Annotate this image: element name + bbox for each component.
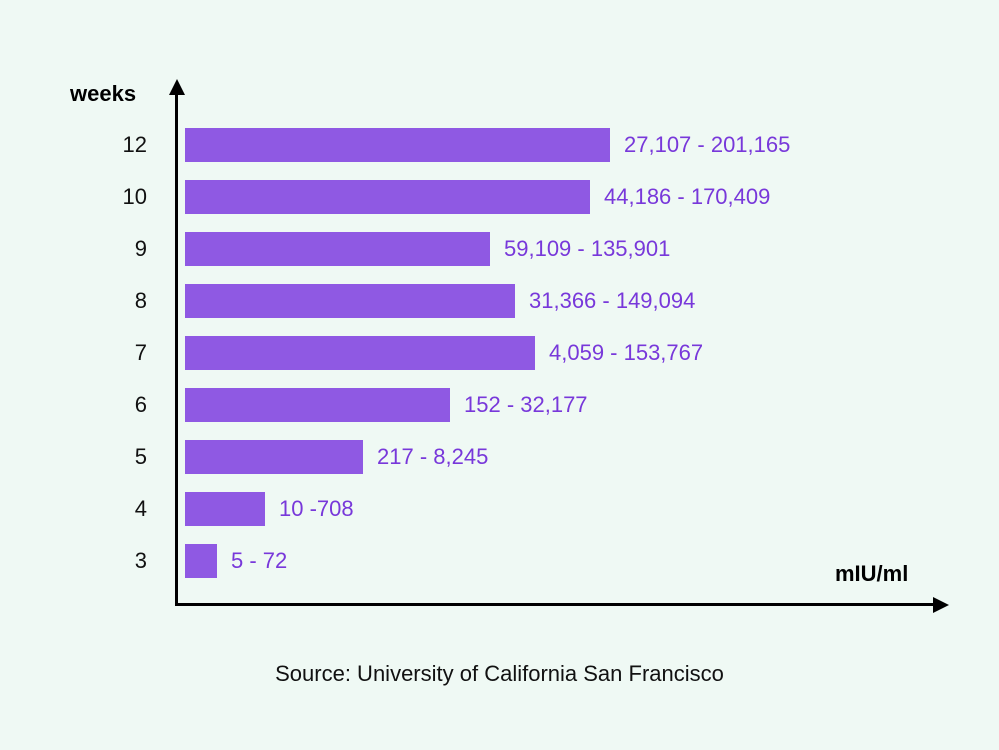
chart-canvas: weeks mIU/ml 12 27,107 - 201,165 10 44,186 … bbox=[0, 0, 999, 750]
x-axis-title: mIU/ml bbox=[835, 561, 908, 587]
y-axis-title: weeks bbox=[70, 81, 136, 107]
bar bbox=[185, 492, 265, 526]
bar-value-label: 27,107 - 201,165 bbox=[624, 132, 790, 158]
bar bbox=[185, 180, 590, 214]
x-axis-line bbox=[175, 603, 935, 606]
y-axis-arrow-icon bbox=[169, 79, 185, 95]
bar-value-label: 10 -708 bbox=[279, 496, 354, 522]
bar-value-label: 217 - 8,245 bbox=[377, 444, 488, 470]
source-text: Source: University of California San Fra… bbox=[0, 661, 999, 687]
y-tick-label: 7 bbox=[135, 340, 147, 366]
y-tick-label: 3 bbox=[135, 548, 147, 574]
bar-value-label: 4,059 - 153,767 bbox=[549, 340, 703, 366]
y-tick-label: 4 bbox=[135, 496, 147, 522]
y-tick-label: 12 bbox=[123, 132, 147, 158]
y-axis-line bbox=[175, 93, 178, 603]
bar bbox=[185, 284, 515, 318]
bar bbox=[185, 440, 363, 474]
y-tick-label: 6 bbox=[135, 392, 147, 418]
bar-value-label: 44,186 - 170,409 bbox=[604, 184, 770, 210]
y-tick-label: 5 bbox=[135, 444, 147, 470]
bar bbox=[185, 336, 535, 370]
bar bbox=[185, 544, 217, 578]
bar-value-label: 59,109 - 135,901 bbox=[504, 236, 670, 262]
y-tick-label: 10 bbox=[123, 184, 147, 210]
bar bbox=[185, 232, 490, 266]
bar-value-label: 31,366 - 149,094 bbox=[529, 288, 695, 314]
bar bbox=[185, 128, 610, 162]
y-tick-label: 9 bbox=[135, 236, 147, 262]
y-tick-label: 8 bbox=[135, 288, 147, 314]
x-axis-arrow-icon bbox=[933, 597, 949, 613]
bar bbox=[185, 388, 450, 422]
bar-value-label: 152 - 32,177 bbox=[464, 392, 588, 418]
bar-value-label: 5 - 72 bbox=[231, 548, 287, 574]
